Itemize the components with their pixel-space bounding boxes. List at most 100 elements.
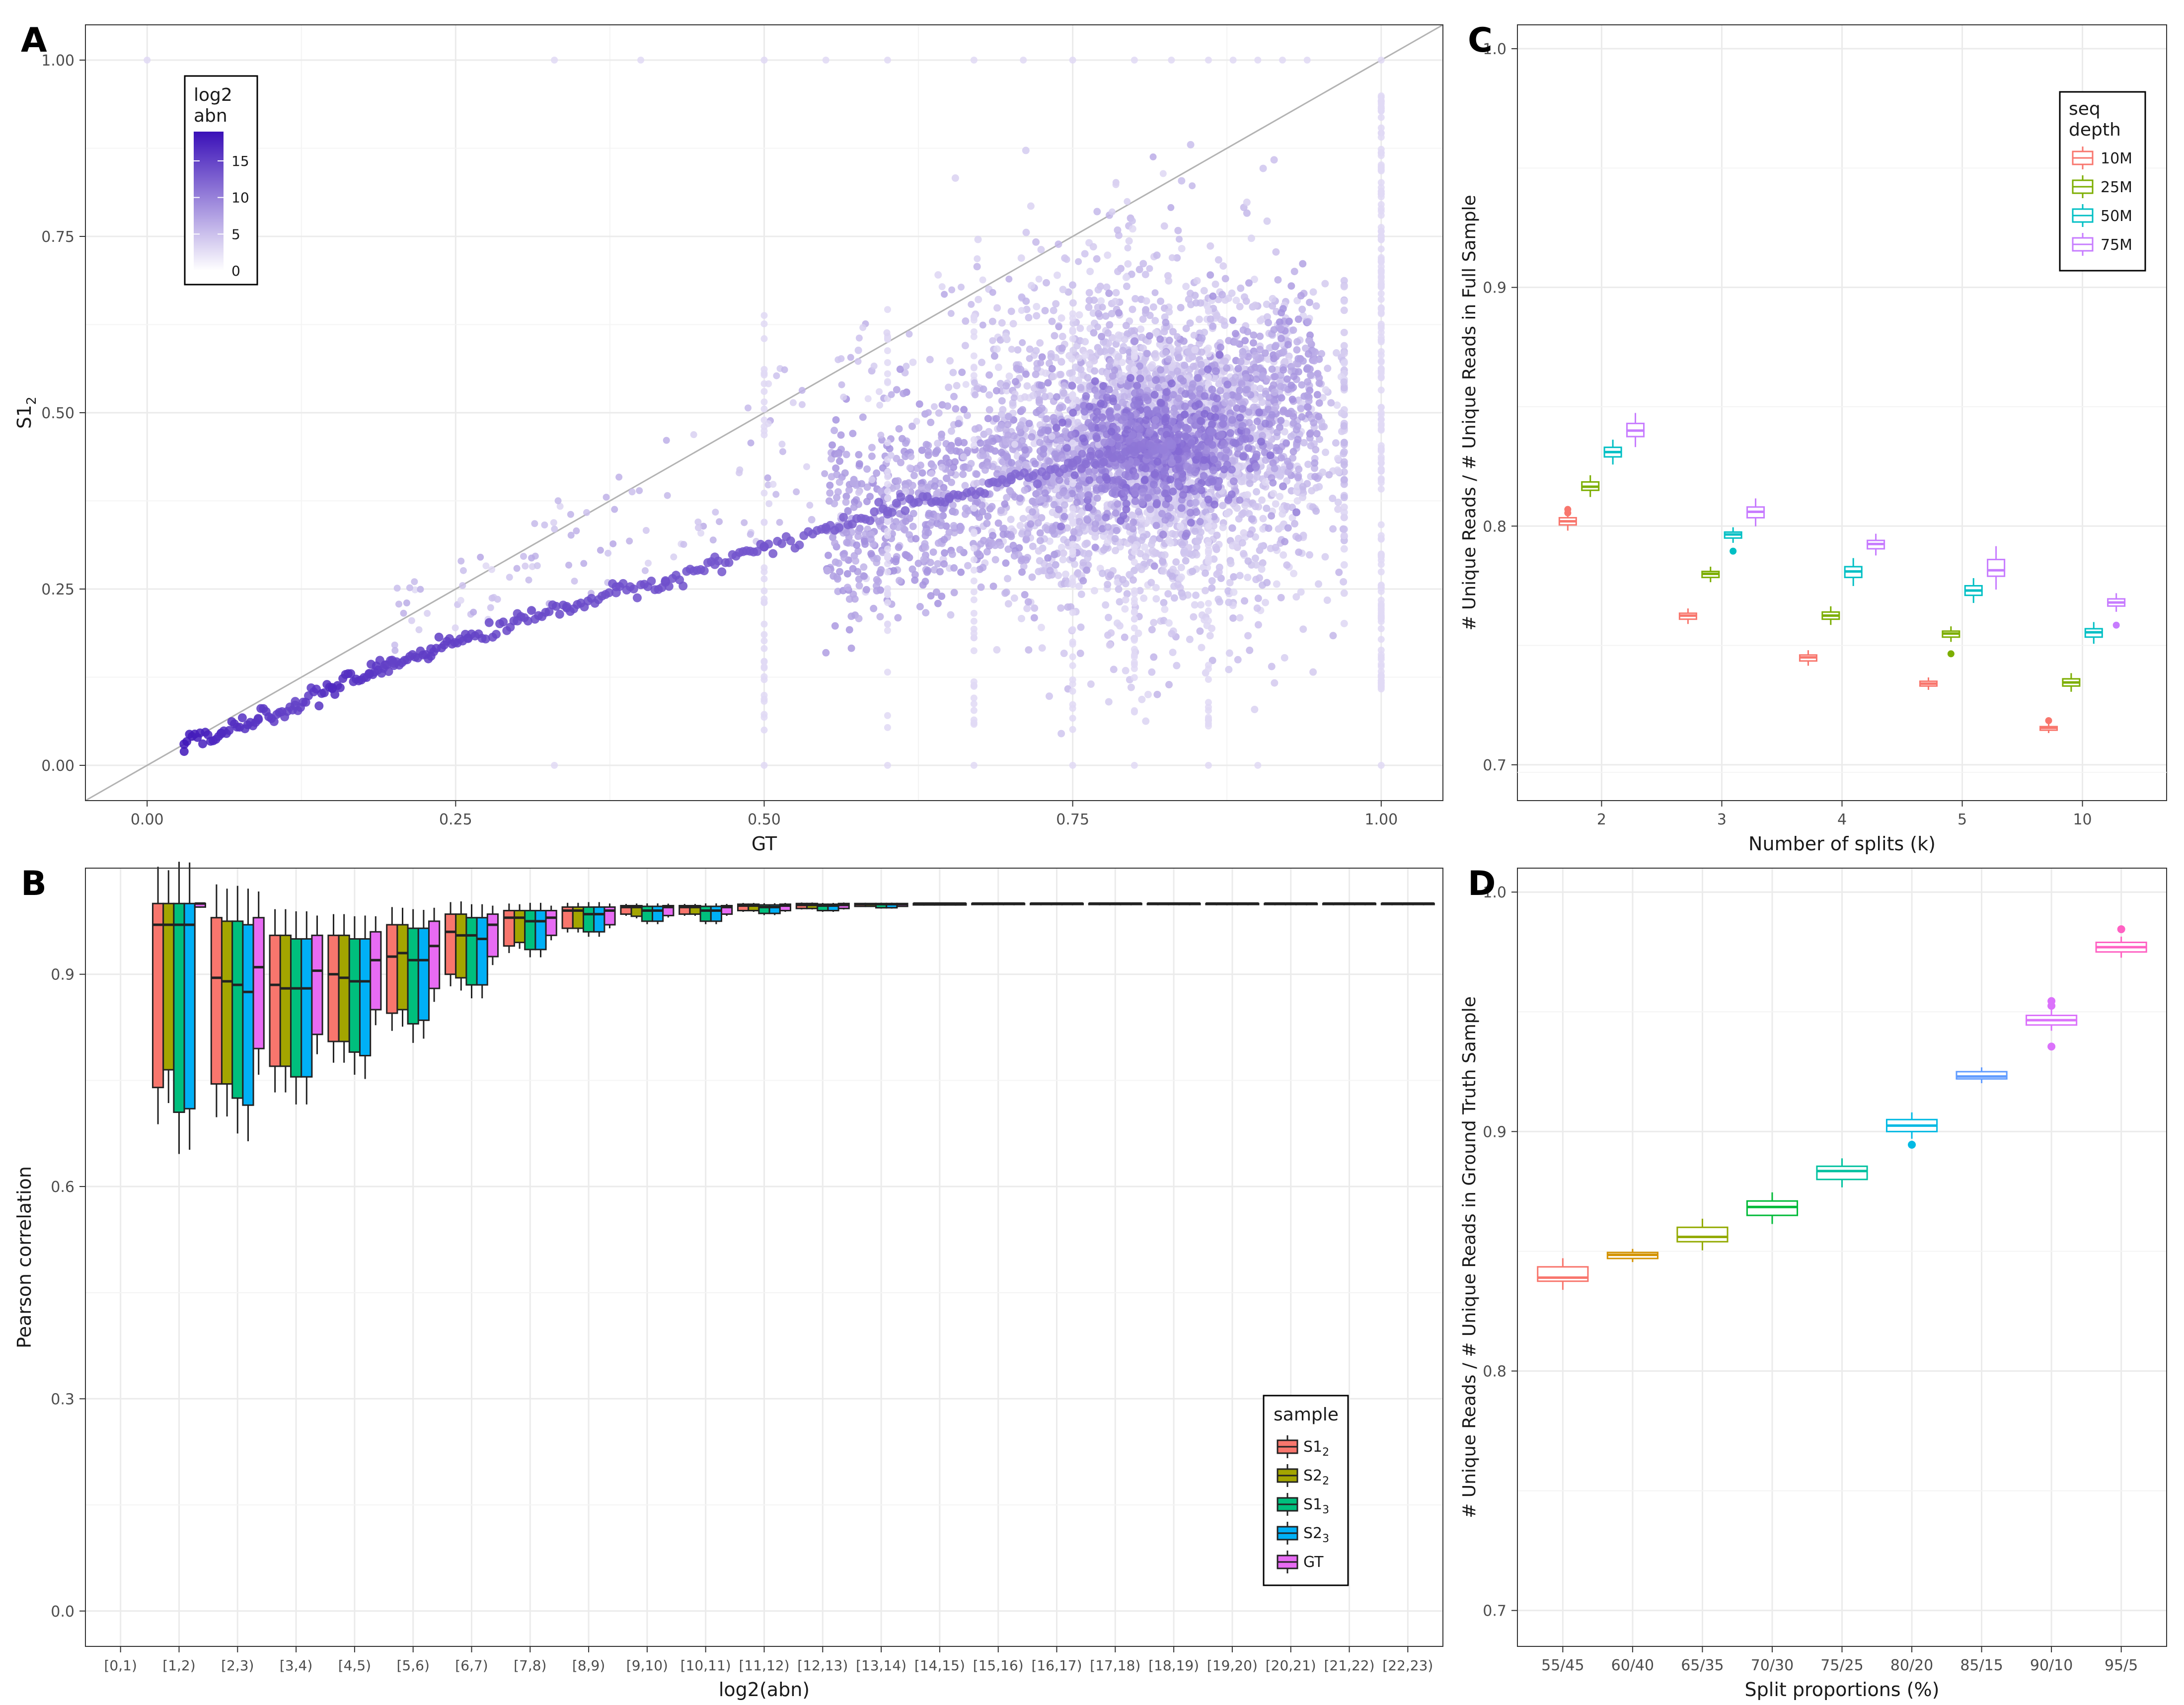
scatter-point — [946, 357, 954, 365]
scatter-point — [395, 600, 402, 607]
scatter-point — [980, 537, 987, 544]
scatter-point — [403, 599, 410, 606]
scatter-point — [1178, 177, 1185, 185]
scatter-point — [808, 516, 816, 523]
scatter-point — [1287, 381, 1295, 389]
scatter-point — [1109, 372, 1117, 379]
scatter-point — [1052, 300, 1059, 307]
scatter-point — [949, 369, 957, 376]
scatter-point — [1282, 439, 1290, 446]
scatter-point — [1017, 421, 1025, 429]
scatter-point — [1165, 277, 1172, 285]
scatter-point — [1189, 392, 1196, 400]
scatter-point — [1236, 497, 1243, 504]
scatter-point — [1378, 426, 1385, 433]
scatter-point — [1378, 114, 1385, 121]
scatter-point — [583, 509, 590, 516]
scatter-point — [1378, 124, 1385, 131]
scatter-point — [1299, 483, 1307, 490]
scatter-point — [761, 714, 768, 721]
scatter-point — [1093, 208, 1101, 216]
scatter-point — [867, 535, 875, 543]
scatter-point — [1194, 374, 1202, 382]
scatter-point — [664, 492, 671, 499]
scatter-point — [1060, 549, 1067, 557]
scatter-point — [921, 540, 928, 547]
scatter-point — [948, 287, 955, 294]
scatter-point — [1021, 487, 1028, 494]
scatter-point — [1245, 279, 1253, 287]
scatter-point — [1069, 609, 1076, 616]
scatter-point — [1172, 558, 1180, 566]
scatter-point — [1104, 251, 1111, 259]
scatter-point — [1027, 520, 1034, 528]
scatter-point — [931, 403, 938, 410]
scatter-point — [1038, 405, 1046, 412]
scatter-point — [1177, 375, 1185, 382]
scatter-point — [1319, 468, 1326, 476]
scatter-point — [1198, 644, 1205, 651]
scatter-point — [978, 359, 985, 366]
scatter-point — [1334, 506, 1342, 513]
scatter-point — [910, 472, 918, 479]
scatter-point — [1220, 440, 1228, 448]
scatter-point — [1273, 444, 1280, 451]
scatter-point — [1174, 581, 1182, 588]
scatter-point — [1299, 625, 1307, 633]
scatter-point — [1004, 575, 1011, 583]
scatter-point — [1059, 286, 1067, 293]
scatter-point — [1182, 390, 1190, 398]
scatter-point — [1270, 381, 1277, 388]
scatter-point — [1218, 291, 1226, 298]
scatter-point — [1205, 374, 1212, 381]
scatter-point — [1315, 483, 1323, 491]
scatter-point — [871, 363, 878, 370]
scatter-point — [1056, 404, 1063, 412]
scatter-point — [1011, 394, 1018, 401]
scatter-point — [1223, 392, 1230, 400]
scatter-point — [1332, 439, 1340, 446]
scatter-point — [1295, 465, 1302, 473]
scatter-point — [1292, 508, 1300, 516]
scatter-point — [1254, 604, 1261, 612]
scatter-point — [1131, 762, 1138, 769]
scatter-point — [925, 409, 932, 416]
scatter-point — [1307, 429, 1314, 437]
scatter-point — [1046, 567, 1054, 574]
scatter-point — [847, 354, 854, 361]
scatter-point — [1312, 446, 1319, 453]
scatter-point — [974, 263, 981, 270]
scatter-point — [1295, 534, 1302, 542]
scatter-point — [933, 490, 940, 498]
scatter-point — [1243, 386, 1251, 393]
scatter-point — [952, 174, 959, 182]
scatter-point — [934, 446, 941, 454]
scatter-point — [830, 500, 838, 508]
scatter-point — [1378, 245, 1385, 252]
scatter-point — [1378, 453, 1385, 460]
scatter-point — [1091, 525, 1099, 532]
scatter-point — [1205, 307, 1212, 314]
scatter-point — [961, 482, 969, 489]
scatter-point — [526, 577, 532, 584]
scatter-point — [1037, 537, 1044, 544]
scatter-point — [1007, 516, 1015, 523]
scatter-point — [1378, 370, 1385, 376]
scatter-point — [1069, 518, 1076, 524]
scatter-point — [1310, 419, 1317, 427]
scatter-point — [1320, 423, 1328, 431]
scatter-point — [992, 415, 1000, 422]
scatter-point — [411, 578, 418, 585]
scatter-point — [1378, 445, 1385, 452]
scatter-point — [1304, 378, 1311, 385]
scatter-point — [971, 57, 978, 64]
scatter-point — [1054, 240, 1062, 248]
scatter-point — [1069, 541, 1076, 548]
scatter-point — [1224, 496, 1232, 504]
scatter-point — [1273, 581, 1280, 588]
scatter-point — [974, 480, 980, 487]
scatter-point — [1075, 518, 1083, 525]
scatter-point — [1191, 527, 1199, 535]
scatter-point — [1036, 396, 1043, 404]
